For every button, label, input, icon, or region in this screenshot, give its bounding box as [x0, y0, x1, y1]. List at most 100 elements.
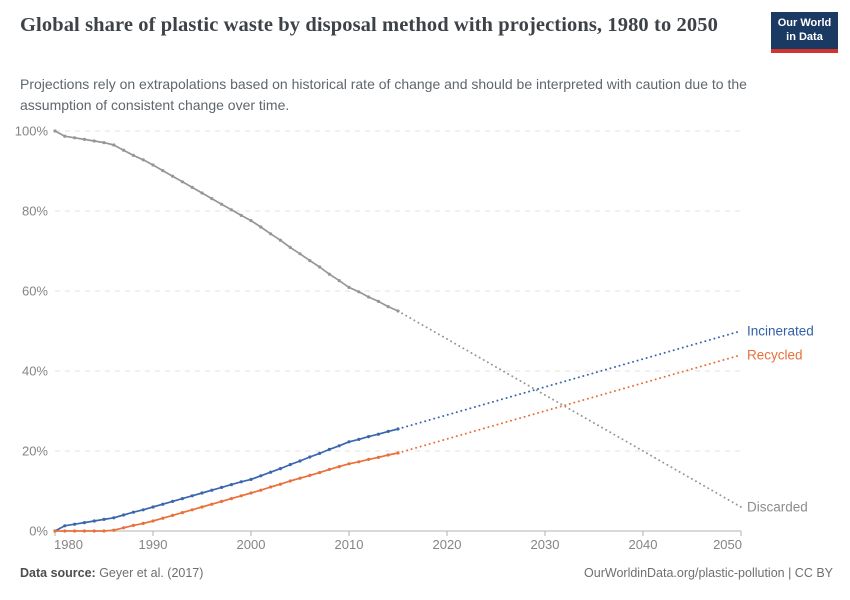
series-incinerated-point	[239, 480, 243, 484]
series-recycled-projection-line[interactable]	[397, 354, 742, 454]
series-recycled-point	[122, 526, 126, 530]
x-tick-label: 2020	[433, 537, 462, 552]
series-incinerated-point	[386, 429, 390, 433]
owid-logo[interactable]: Our World in Data	[771, 12, 838, 53]
x-tick-label: 2040	[629, 537, 658, 552]
series-recycled-point	[180, 510, 184, 515]
series-incinerated-point	[318, 451, 322, 455]
series-discarded-point	[357, 290, 361, 294]
series-incinerated-point	[122, 513, 126, 517]
series-discarded-point	[376, 299, 380, 303]
series-incinerated-point	[337, 444, 341, 448]
series-discarded-point	[386, 305, 390, 309]
series-discarded-point	[141, 158, 145, 162]
series-incinerated-point	[190, 494, 194, 498]
series-recycled-point	[141, 521, 145, 526]
series-recycled-point	[337, 465, 341, 469]
series-recycled-point	[239, 494, 243, 498]
series-discarded-point	[161, 169, 165, 173]
series-discarded-point	[327, 272, 331, 276]
series-recycled-point	[357, 460, 361, 464]
series-incinerated-point	[298, 459, 302, 463]
series-discarded-point	[308, 259, 312, 263]
owid-link[interactable]: OurWorldinData.org/plastic-pollution | C…	[584, 566, 833, 580]
series-discarded-point	[239, 213, 243, 217]
series-discarded-point	[318, 265, 322, 269]
series-incinerated-point	[288, 463, 292, 467]
series-incinerated-point	[220, 485, 224, 489]
series-incinerated-point	[112, 516, 116, 520]
series-incinerated-projection-line[interactable]	[397, 330, 742, 430]
y-tick-label: 100%	[15, 124, 49, 139]
y-tick-label: 40%	[22, 364, 48, 379]
series-discarded-point	[229, 208, 233, 212]
y-tick-label: 60%	[22, 284, 48, 299]
series-incinerated-point	[92, 519, 96, 523]
series-incinerated-point	[73, 522, 77, 526]
series-recycled-point	[53, 529, 57, 533]
legend-label-recycled[interactable]: Recycled	[747, 348, 803, 363]
series-recycled-point	[171, 513, 175, 518]
series-discarded-point	[367, 295, 371, 299]
series-discarded-point	[131, 153, 135, 157]
series-discarded-point	[171, 174, 175, 178]
y-tick-label: 20%	[22, 444, 48, 459]
series-incinerated-point	[278, 467, 282, 471]
series-recycled-point	[112, 528, 116, 532]
page-title: Global share of plastic waste by disposa…	[20, 14, 718, 36]
series-discarded-point	[73, 136, 77, 140]
series-recycled-point	[259, 488, 263, 492]
series-discarded-point	[122, 148, 126, 152]
series-discarded-point	[259, 225, 263, 229]
x-tick-label: 1990	[139, 537, 168, 552]
series-discarded-point	[337, 279, 341, 283]
series-incinerated-point	[357, 437, 361, 441]
series-incinerated-point	[308, 455, 312, 459]
series-recycled-point	[298, 476, 302, 480]
owid-logo-line2: in Data	[786, 30, 823, 43]
series-incinerated-point	[82, 521, 86, 525]
series-discarded-point	[288, 245, 292, 249]
series-recycled-point	[82, 529, 86, 533]
series-recycled-point	[318, 471, 322, 475]
series-recycled-point	[229, 497, 233, 501]
series-recycled-point	[327, 467, 331, 471]
series-recycled-point	[73, 529, 77, 533]
series-incinerated-historical-line[interactable]	[54, 428, 399, 532]
series-discarded-point	[200, 191, 204, 195]
series-discarded-point	[220, 202, 224, 206]
series-incinerated-point	[141, 508, 145, 512]
series-discarded-point	[210, 197, 214, 201]
series-recycled-historical-line[interactable]	[55, 452, 399, 532]
series-recycled-point	[102, 529, 106, 533]
data-source-value: Geyer et al. (2017)	[95, 566, 204, 580]
series-recycled-point	[220, 499, 224, 503]
series-discarded-point	[180, 180, 184, 184]
series-discarded-point	[102, 141, 106, 145]
series-incinerated-point	[151, 505, 155, 509]
series-incinerated-point	[269, 470, 273, 474]
legend-label-discarded[interactable]: Discarded	[747, 500, 808, 515]
series-recycled-point	[376, 455, 380, 459]
series-incinerated-point	[180, 497, 184, 501]
series-discarded-historical-line[interactable]	[54, 130, 399, 312]
x-tick-label: 2010	[335, 537, 364, 552]
series-recycled-point	[308, 473, 312, 477]
series-recycled-point	[386, 453, 390, 457]
series-discarded-point	[53, 129, 57, 133]
series-discarded-projection-line[interactable]	[397, 310, 742, 508]
series-incinerated-point	[376, 432, 380, 436]
series-recycled-point	[278, 482, 282, 486]
series-incinerated-point	[200, 491, 204, 495]
series-recycled-point	[92, 529, 96, 533]
x-tick-label: 1980	[54, 537, 83, 552]
series-discarded-point	[92, 139, 96, 143]
series-recycled-point	[288, 479, 292, 483]
series-incinerated-point	[102, 517, 106, 522]
legend-label-incinerated[interactable]: Incinerated	[747, 324, 814, 339]
series-discarded-point	[112, 143, 116, 147]
page-subtitle: Projections rely on extrapolations based…	[20, 76, 747, 113]
x-tick-label: 2050	[713, 537, 742, 552]
